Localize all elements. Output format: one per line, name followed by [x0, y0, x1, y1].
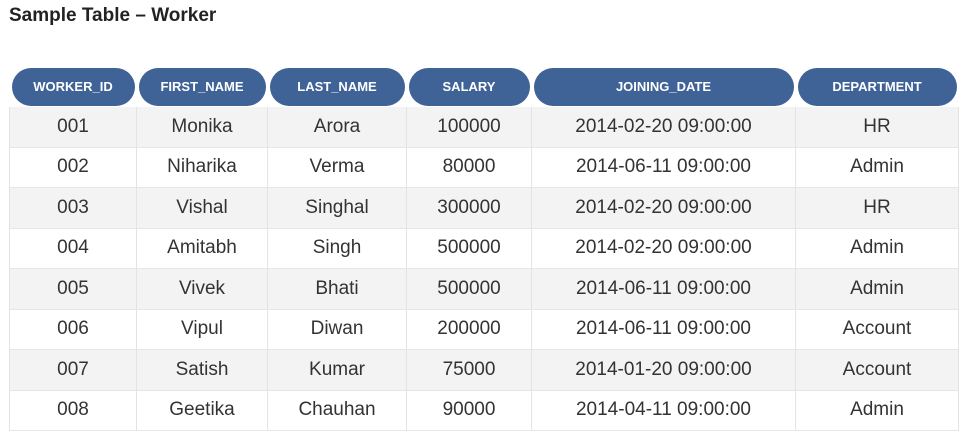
column-header-last-name: LAST_NAME	[268, 66, 407, 107]
worker-table-container: WORKER_ID FIRST_NAME LAST_NAME SALARY JO…	[9, 66, 959, 431]
cell-first-name: Vipul	[136, 309, 268, 350]
table-body: 001 Monika Arora 100000 2014-02-20 09:00…	[9, 107, 959, 431]
cell-last-name: Verma	[267, 147, 407, 188]
column-header-label: SALARY	[408, 67, 530, 106]
cell-salary: 80000	[406, 147, 532, 188]
table-row: 005 Vivek Bhati 500000 2014-06-11 09:00:…	[9, 268, 959, 310]
cell-worker-id: 006	[9, 309, 137, 350]
cell-first-name: Monika	[136, 107, 268, 148]
table-header: WORKER_ID FIRST_NAME LAST_NAME SALARY JO…	[10, 66, 959, 107]
table-row: 006 Vipul Diwan 200000 2014-06-11 09:00:…	[9, 309, 959, 350]
cell-first-name: Amitabh	[136, 228, 268, 269]
column-header-label: WORKER_ID	[11, 67, 135, 106]
header-row: WORKER_ID FIRST_NAME LAST_NAME SALARY JO…	[10, 66, 959, 107]
table-row: 002 Niharika Verma 80000 2014-06-11 09:0…	[9, 147, 959, 188]
cell-joining-date: 2014-01-20 09:00:00	[531, 349, 796, 391]
cell-last-name: Kumar	[267, 349, 407, 391]
table-row: 008 Geetika Chauhan 90000 2014-04-11 09:…	[9, 390, 959, 431]
cell-joining-date: 2014-06-11 09:00:00	[531, 309, 796, 350]
cell-joining-date: 2014-06-11 09:00:00	[531, 147, 796, 188]
cell-salary: 500000	[406, 228, 532, 269]
table-row: 001 Monika Arora 100000 2014-02-20 09:00…	[9, 107, 959, 148]
cell-worker-id: 005	[9, 268, 137, 310]
cell-worker-id: 004	[9, 228, 137, 269]
cell-last-name: Arora	[267, 107, 407, 148]
cell-salary: 100000	[406, 107, 532, 148]
cell-joining-date: 2014-02-20 09:00:00	[531, 228, 796, 269]
cell-last-name: Singhal	[267, 187, 407, 229]
column-header-worker-id: WORKER_ID	[10, 66, 137, 107]
cell-department: Account	[795, 309, 959, 350]
cell-last-name: Diwan	[267, 309, 407, 350]
cell-first-name: Geetika	[136, 390, 268, 431]
cell-worker-id: 003	[9, 187, 137, 229]
column-header-salary: SALARY	[407, 66, 532, 107]
cell-salary: 90000	[406, 390, 532, 431]
cell-last-name: Chauhan	[267, 390, 407, 431]
cell-first-name: Vivek	[136, 268, 268, 310]
cell-department: Account	[795, 349, 959, 391]
cell-department: HR	[795, 187, 959, 229]
cell-first-name: Vishal	[136, 187, 268, 229]
column-header-label: DEPARTMENT	[797, 67, 957, 106]
cell-joining-date: 2014-06-11 09:00:00	[531, 268, 796, 310]
cell-department: Admin	[795, 228, 959, 269]
column-header-first-name: FIRST_NAME	[137, 66, 268, 107]
table-row: 004 Amitabh Singh 500000 2014-02-20 09:0…	[9, 228, 959, 269]
table-row: 007 Satish Kumar 75000 2014-01-20 09:00:…	[9, 349, 959, 391]
cell-salary: 500000	[406, 268, 532, 310]
worker-table: WORKER_ID FIRST_NAME LAST_NAME SALARY JO…	[9, 66, 959, 431]
column-header-label: FIRST_NAME	[138, 67, 266, 106]
cell-salary: 200000	[406, 309, 532, 350]
cell-worker-id: 001	[9, 107, 137, 148]
column-header-label: JOINING_DATE	[533, 67, 794, 106]
cell-last-name: Singh	[267, 228, 407, 269]
cell-first-name: Niharika	[136, 147, 268, 188]
cell-joining-date: 2014-02-20 09:00:00	[531, 187, 796, 229]
table-row: 003 Vishal Singhal 300000 2014-02-20 09:…	[9, 187, 959, 229]
cell-department: Admin	[795, 147, 959, 188]
cell-worker-id: 007	[9, 349, 137, 391]
cell-joining-date: 2014-02-20 09:00:00	[531, 107, 796, 148]
cell-worker-id: 008	[9, 390, 137, 431]
cell-department: HR	[795, 107, 959, 148]
column-header-department: DEPARTMENT	[796, 66, 959, 107]
cell-department: Admin	[795, 268, 959, 310]
column-header-joining-date: JOINING_DATE	[532, 66, 796, 107]
cell-first-name: Satish	[136, 349, 268, 391]
cell-salary: 300000	[406, 187, 532, 229]
page-title: Sample Table – Worker	[9, 5, 217, 26]
column-header-label: LAST_NAME	[269, 67, 405, 106]
cell-worker-id: 002	[9, 147, 137, 188]
cell-department: Admin	[795, 390, 959, 431]
cell-last-name: Bhati	[267, 268, 407, 310]
cell-salary: 75000	[406, 349, 532, 391]
cell-joining-date: 2014-04-11 09:00:00	[531, 390, 796, 431]
